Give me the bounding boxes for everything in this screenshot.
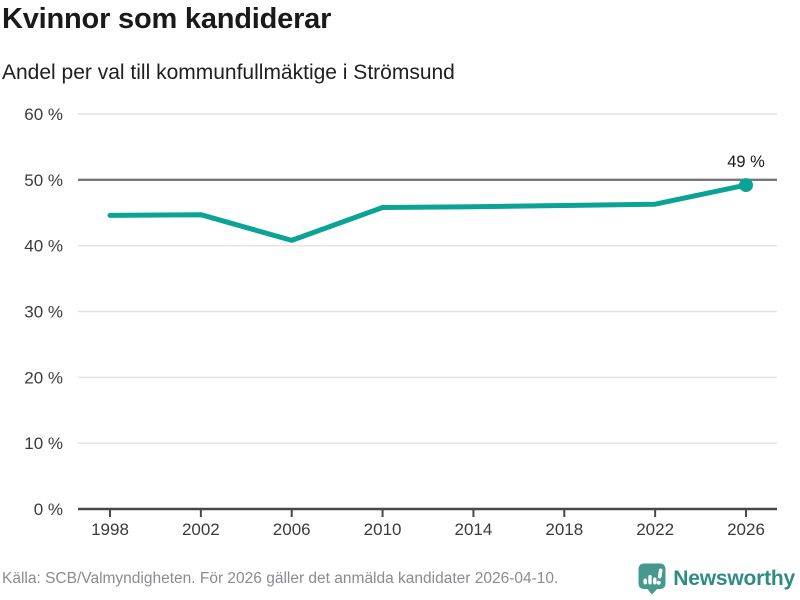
line-chart: 0 % 10 % 20 % 30 % 40 % 50 % 60 % 1998 2002 2006 2… bbox=[24, 105, 777, 539]
chart-title: Kvinnor som kandiderar bbox=[2, 3, 332, 35]
chart-footer: Källa: SCB/Valmyndigheten. För 2026 gäll… bbox=[0, 562, 800, 596]
x-axis-label: 2022 bbox=[636, 520, 674, 539]
chart-subtitle: Andel per val till kommunfullmäktige i S… bbox=[2, 61, 455, 84]
y-axis-label: 20 % bbox=[24, 368, 63, 387]
y-axis-label: 40 % bbox=[24, 237, 63, 256]
end-value-label: 49 % bbox=[727, 153, 765, 171]
end-point-marker bbox=[739, 178, 753, 193]
y-axis-label: 60 % bbox=[24, 105, 63, 124]
y-axis-label: 10 % bbox=[24, 434, 63, 453]
newsworthy-chart-bubble-icon bbox=[638, 563, 666, 595]
y-axis-label: 50 % bbox=[24, 171, 63, 190]
newsworthy-logo: Newsworthy bbox=[638, 563, 795, 595]
x-axis-label: 2018 bbox=[545, 520, 583, 539]
y-axis-label: 30 % bbox=[24, 303, 63, 322]
x-axis-label: 2002 bbox=[182, 520, 220, 539]
newsworthy-wordmark: Newsworthy bbox=[673, 567, 795, 590]
y-axis-label: 0 % bbox=[34, 500, 63, 519]
source-note: Källa: SCB/Valmyndigheten. För 2026 gäll… bbox=[2, 570, 559, 587]
x-axis-label: 2014 bbox=[455, 520, 493, 539]
x-axis-label: 2010 bbox=[364, 520, 402, 539]
x-axis-label: 1998 bbox=[91, 520, 129, 539]
x-axis-label: 2006 bbox=[273, 520, 311, 539]
x-axis-label: 2026 bbox=[727, 520, 765, 539]
data-line bbox=[107, 182, 749, 243]
